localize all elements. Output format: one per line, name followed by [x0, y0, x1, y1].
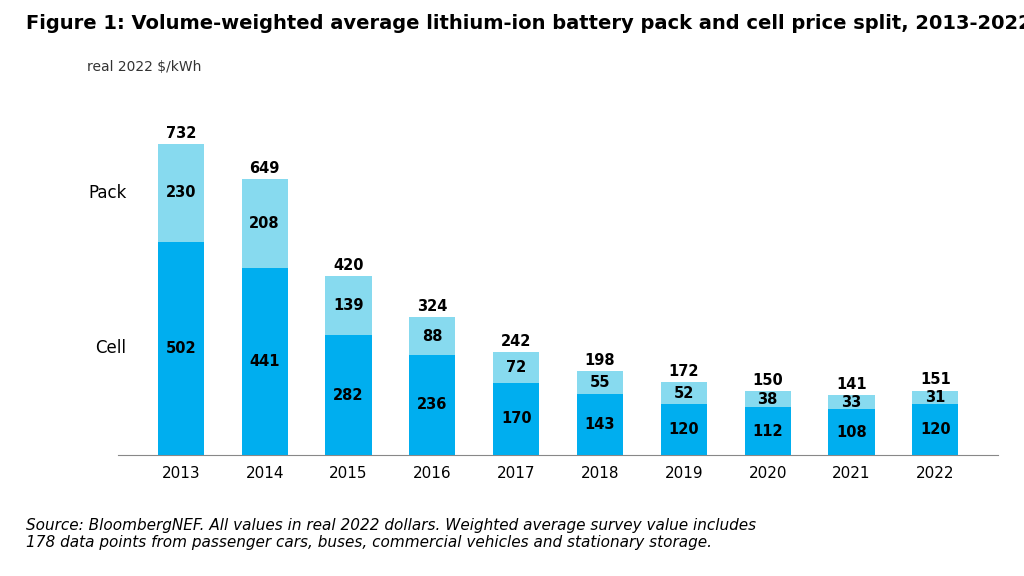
Text: 33: 33 — [842, 395, 861, 410]
Text: 172: 172 — [669, 363, 699, 378]
Text: 139: 139 — [333, 298, 364, 313]
Text: 732: 732 — [166, 126, 196, 141]
Text: 230: 230 — [166, 185, 196, 200]
Bar — [410, 317, 456, 355]
Text: 198: 198 — [585, 353, 615, 367]
Text: 141: 141 — [837, 377, 866, 392]
Text: 502: 502 — [166, 341, 197, 356]
Text: 649: 649 — [250, 161, 280, 176]
Text: 236: 236 — [417, 397, 447, 412]
Bar — [577, 395, 623, 455]
Text: Source: BloombergNEF. All values in real 2022 dollars. Weighted average survey v: Source: BloombergNEF. All values in real… — [26, 518, 756, 550]
Bar — [242, 268, 288, 455]
Bar — [242, 179, 288, 268]
Bar — [577, 371, 623, 395]
Text: 72: 72 — [506, 360, 526, 375]
Bar — [660, 404, 707, 455]
Text: 282: 282 — [333, 388, 364, 403]
Text: real 2022 $/kWh: real 2022 $/kWh — [87, 60, 202, 74]
Text: 150: 150 — [753, 373, 783, 388]
Text: Pack: Pack — [88, 184, 126, 202]
Bar — [326, 276, 372, 335]
Text: Figure 1: Volume-weighted average lithium-ion battery pack and cell price split,: Figure 1: Volume-weighted average lithiu… — [26, 14, 1024, 33]
Text: 151: 151 — [920, 373, 950, 388]
Bar — [158, 242, 204, 455]
Bar — [410, 355, 456, 455]
Bar — [744, 407, 791, 455]
Bar — [744, 391, 791, 407]
Text: 143: 143 — [585, 417, 615, 432]
Text: 88: 88 — [422, 328, 442, 344]
Bar — [912, 391, 958, 404]
Bar — [494, 383, 540, 455]
Text: 242: 242 — [501, 334, 531, 349]
Text: 170: 170 — [501, 411, 531, 426]
Text: 112: 112 — [753, 424, 783, 439]
Bar — [494, 353, 540, 383]
Text: 208: 208 — [250, 216, 280, 231]
Bar — [828, 395, 874, 409]
Text: 108: 108 — [837, 425, 867, 439]
Bar — [158, 144, 204, 242]
Text: 55: 55 — [590, 375, 610, 390]
Bar — [828, 409, 874, 455]
Bar — [326, 335, 372, 455]
Bar — [660, 382, 707, 404]
Bar — [912, 404, 958, 455]
Text: 120: 120 — [920, 422, 950, 437]
Text: 441: 441 — [250, 354, 280, 369]
Text: 420: 420 — [333, 258, 364, 273]
Text: Cell: Cell — [95, 339, 126, 358]
Text: 324: 324 — [417, 299, 447, 314]
Text: 38: 38 — [758, 392, 778, 407]
Text: 52: 52 — [674, 385, 694, 400]
Text: 31: 31 — [925, 390, 945, 405]
Text: 120: 120 — [669, 422, 699, 437]
